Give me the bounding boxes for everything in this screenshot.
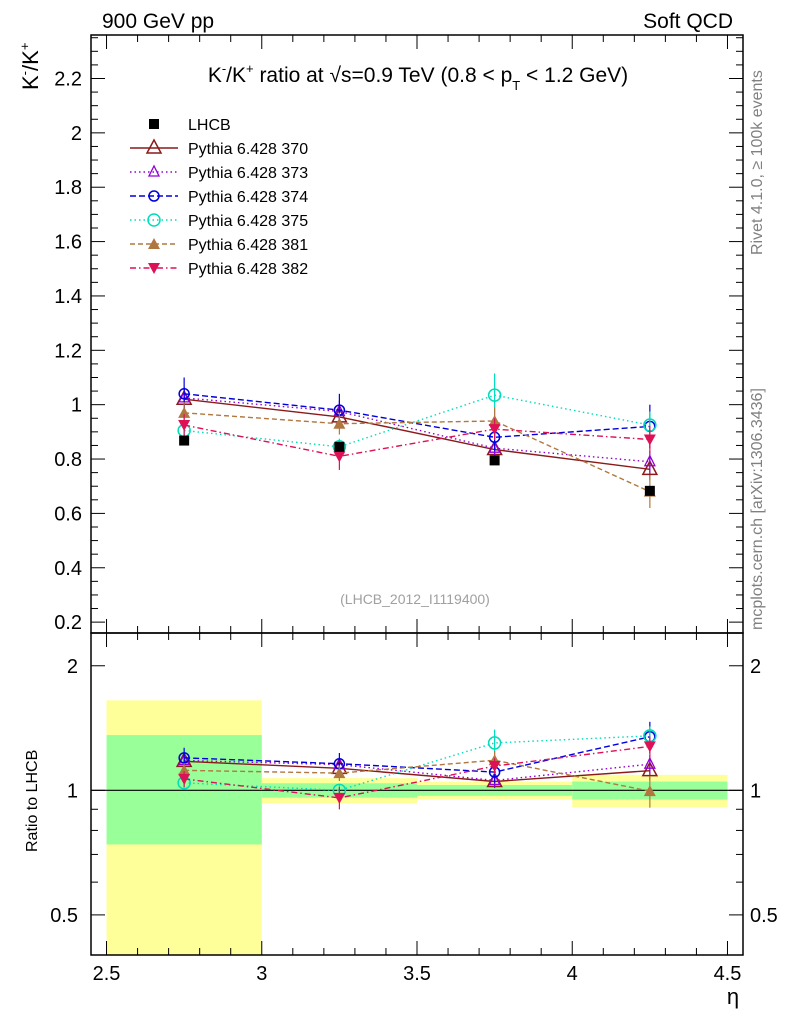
series-line-s370 (184, 398, 650, 471)
ratio-y-tick-label-left: 2 (67, 656, 78, 678)
data-point-marker (487, 388, 502, 402)
ratio-y-axis-title: Ratio to LHCB (24, 750, 41, 852)
data-point-marker (178, 752, 190, 764)
data-point-marker (643, 756, 656, 769)
mcplots-label: mcplots.cern.ch [arXiv:1306.3436] (749, 388, 766, 630)
data-point-marker (147, 213, 161, 227)
main-y-tick-label: 0.4 (54, 558, 82, 580)
data-point-marker (644, 485, 655, 496)
legend-label-s375: Pythia 6.428 375 (188, 213, 308, 230)
data-point-marker (179, 435, 190, 446)
main-y-tick-label: 2.2 (54, 68, 82, 90)
rivet-label: Rivet 4.1.0, ≥ 100k events (749, 70, 766, 255)
main-y-tick-label: 1.6 (54, 232, 82, 254)
ratio-line-s382 (184, 745, 650, 799)
axis-ticks (91, 35, 743, 955)
data-point-marker (148, 190, 160, 202)
data-point-marker (333, 417, 346, 429)
data-point-marker (334, 441, 345, 452)
data-point-marker (333, 451, 346, 463)
legend-label-s373: Pythia 6.428 373 (188, 165, 308, 182)
data-point-marker (643, 785, 656, 797)
main-y-tick-label: 0.6 (54, 503, 82, 525)
header-left-label: 900 GeV pp (102, 10, 214, 33)
data-point-marker (148, 263, 160, 274)
ratio-line-s370 (184, 760, 650, 783)
series-line-s382 (184, 424, 650, 458)
data-point-marker (643, 741, 656, 753)
axis-tick-labels: 2.5 3 3.5 4 4.5 0.2 0.4 0.6 0.8 1 1.2 1.4 1.6 1.8 2 2.2… (50, 68, 778, 985)
series-line-s374 (184, 393, 650, 438)
ratio-y-tick-label-left: 0.5 (50, 905, 78, 927)
ratio-line-s381 (184, 759, 650, 792)
main-y-tick-label: 0.8 (54, 449, 82, 471)
ratio-y-tick-label-right: 2 (750, 656, 761, 678)
legend-label-s382: Pythia 6.428 382 (188, 261, 308, 278)
data-point-marker (641, 761, 659, 777)
main-y-tick-label: 2 (71, 123, 82, 145)
analysis-watermark: (LHCB_2012_I1119400) (340, 591, 490, 607)
data-point-marker (145, 138, 163, 154)
data-point-marker (178, 406, 191, 418)
main-plot-series (175, 373, 659, 508)
data-point-marker (643, 454, 656, 467)
data-point-marker (148, 238, 160, 249)
main-y-tick-label: 1.4 (54, 286, 82, 308)
data-point-marker (178, 773, 191, 785)
plot-title: K-/K+ ratio at √s=0.9 TeV (0.8 < pT < 1.… (208, 61, 628, 93)
x-tick-label: 3 (256, 963, 267, 985)
data-point-marker (147, 164, 161, 177)
ratio-y-tick-label-right: 0.5 (750, 905, 778, 927)
data-point-marker (488, 772, 501, 786)
x-tick-label: 4 (567, 963, 578, 985)
series-line-s373 (184, 397, 650, 463)
main-y-tick-label: 1.8 (54, 177, 82, 199)
legend-label-data: LHCB (188, 117, 231, 134)
x-tick-label: 4.5 (714, 963, 742, 985)
legend-label-s374: Pythia 6.428 374 (188, 189, 308, 206)
y-axis-title: K-/K+ (17, 43, 43, 90)
legend-label-s370: Pythia 6.428 370 (188, 141, 308, 158)
main-y-tick-label: 0.2 (54, 612, 82, 634)
legend-label-s381: Pythia 6.428 381 (188, 237, 308, 254)
ratio-line-s375 (184, 735, 650, 792)
legend: LHCB Pythia 6.428 370 Pythia 6.428 373 Pyth… (130, 117, 308, 278)
data-point-marker (178, 388, 190, 400)
data-point-marker (489, 455, 500, 466)
data-point-marker (487, 736, 502, 750)
x-tick-label: 2.5 (93, 963, 121, 985)
data-point-marker (643, 434, 656, 446)
x-axis-title: η (727, 984, 739, 1009)
ratio-line-s374 (184, 736, 651, 773)
ratio-plot-series (175, 721, 659, 810)
series-line-s381 (184, 412, 651, 493)
data-point-marker (149, 119, 159, 129)
ratio-uncertainty-bands (106, 700, 728, 955)
ratio-y-tick-label-right: 1 (750, 780, 761, 802)
data-point-marker (178, 420, 191, 432)
data-point-marker (178, 764, 191, 776)
data-point-marker (488, 440, 501, 453)
ratio-y-tick-label-left: 1 (67, 780, 78, 802)
data-point-marker (488, 424, 501, 436)
main-y-tick-label: 1.2 (54, 340, 82, 362)
data-point-marker (333, 792, 346, 804)
x-tick-label: 3.5 (403, 963, 431, 985)
ratio-line-s373 (184, 759, 650, 782)
data-point-marker (641, 459, 659, 476)
data-point-marker (333, 767, 346, 779)
main-y-tick-label: 1 (71, 395, 82, 417)
data-point-marker (488, 761, 501, 773)
header-right-label: Soft QCD (643, 10, 733, 33)
